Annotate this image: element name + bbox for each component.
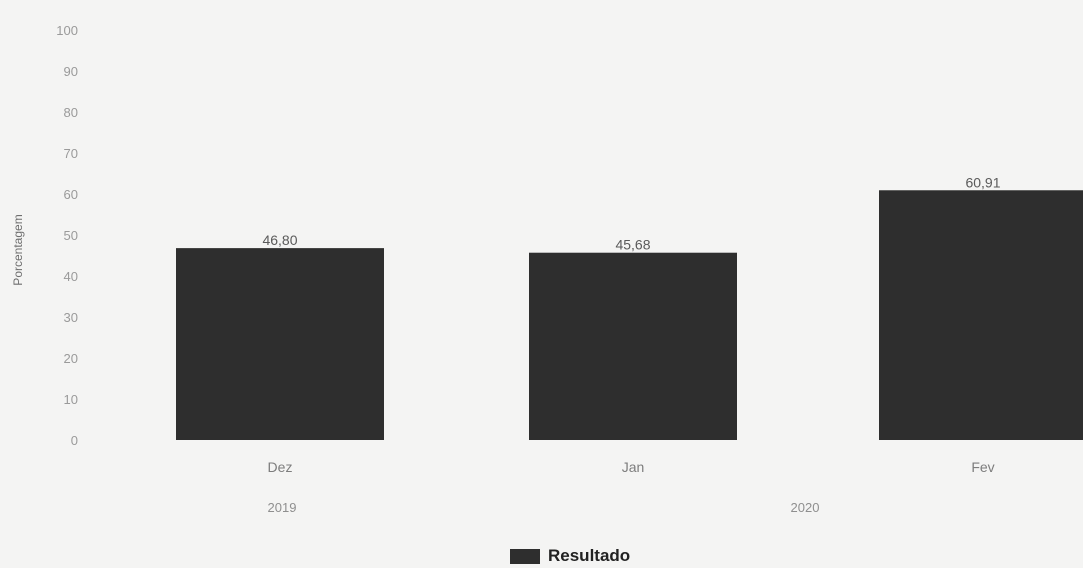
legend: Resultado (510, 546, 630, 566)
y-tick-label: 30 (64, 310, 78, 325)
legend-swatch (510, 548, 540, 564)
y-tick-label: 90 (64, 64, 78, 79)
y-tick-label: 40 (64, 269, 78, 284)
bar-jan (529, 252, 737, 440)
y-tick-label: 0 (71, 433, 78, 448)
bar-dez (176, 248, 384, 440)
category-labels-group: Dez Jan Fev (268, 459, 995, 475)
y-tick-label: 10 (64, 392, 78, 407)
y-tick-label: 70 (64, 146, 78, 161)
y-tick-label: 60 (64, 187, 78, 202)
y-tick-label: 50 (64, 228, 78, 243)
data-label-jan: 45,68 (615, 237, 650, 253)
year-labels-group: 2019 2020 (268, 500, 820, 515)
category-label-dez: Dez (268, 459, 293, 475)
legend-label-resultado: Resultado (548, 546, 631, 565)
y-axis-title: Porcentagem (11, 214, 25, 285)
y-tick-label: 100 (56, 23, 78, 38)
year-label-2020: 2020 (791, 500, 820, 515)
year-label-2019: 2019 (268, 500, 297, 515)
y-tick-label: 20 (64, 351, 78, 366)
category-label-fev: Fev (971, 459, 994, 475)
bars-group (176, 190, 1083, 440)
data-labels-group: 46,80 45,68 60,91 (262, 174, 1000, 252)
y-axis-ticks: 0 10 20 30 40 50 60 70 80 90 100 (56, 23, 78, 448)
y-tick-label: 80 (64, 105, 78, 120)
data-label-dez: 46,80 (262, 232, 297, 248)
bar-fev (879, 190, 1083, 440)
category-label-jan: Jan (622, 459, 645, 475)
data-label-fev: 60,91 (965, 174, 1000, 190)
